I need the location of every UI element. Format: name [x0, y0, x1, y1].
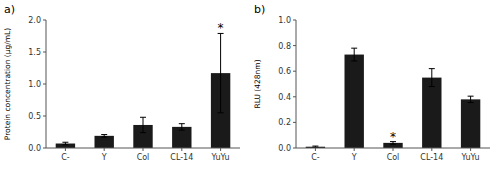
x-tick: [431, 148, 432, 151]
error-cap: [140, 117, 146, 118]
error-cap: [429, 86, 435, 87]
chart-canvas: a) 0.0 0.5 1.0 1.5 2.0 Protein concentration (…: [0, 0, 500, 172]
panel-title: b): [254, 3, 265, 16]
error-cap: [218, 112, 224, 113]
y-tick-label: 1.5: [28, 48, 41, 57]
error-bar: [468, 96, 474, 102]
panel: b) 0.0 0.2 0.4 0.6 0.8 1.0 RLU (428nm) C- Y Col CL-…: [253, 3, 490, 162]
error-cap: [62, 142, 68, 143]
y-tick-label: 0.2: [278, 118, 291, 127]
error-cap: [62, 144, 68, 145]
bar: [422, 78, 441, 148]
panel-title: a): [4, 3, 15, 16]
bar: [172, 127, 191, 148]
bar: [461, 99, 480, 148]
y-axis-label: RLU (428nm): [253, 59, 262, 108]
x-tick-label: Col: [387, 153, 400, 162]
marks: [306, 48, 481, 148]
error-line: [181, 124, 182, 130]
error-bar: [429, 69, 435, 87]
x-tick: [143, 148, 144, 151]
error-cap: [390, 144, 396, 145]
error-cap: [351, 60, 357, 61]
x-tick: [220, 148, 221, 151]
error-bar: [179, 124, 185, 130]
error-cap: [101, 137, 107, 138]
error-line: [431, 69, 432, 87]
x-tick-label: CL-14: [420, 153, 443, 162]
error-line: [470, 96, 471, 102]
x-tick: [181, 148, 182, 151]
error-bar: [140, 117, 146, 132]
x-tick: [315, 148, 316, 151]
error-cap: [101, 134, 107, 135]
error-cap: [468, 102, 474, 103]
y-axis-line: [296, 20, 297, 148]
x-tick: [393, 148, 394, 151]
error-line: [220, 33, 221, 112]
error-bar: [218, 33, 224, 112]
x-tick-label: Y: [351, 153, 357, 162]
x-tick: [354, 148, 355, 151]
y-axis-line: [46, 20, 47, 148]
y-tick-label: 2.0: [28, 16, 41, 25]
annotation: *: [218, 21, 224, 35]
panel: a) 0.0 0.5 1.0 1.5 2.0 Protein concentration (…: [3, 3, 240, 162]
x-tick-label: YuYu: [461, 153, 480, 162]
x-tick: [65, 148, 66, 151]
y-tick-label: 0.0: [28, 144, 41, 153]
x-tick-label: CL-14: [170, 153, 193, 162]
error-bar: [101, 135, 107, 138]
error-bar: [351, 48, 357, 61]
marks: [56, 33, 231, 148]
error-bar: [62, 142, 68, 145]
error-cap: [312, 146, 318, 147]
annotation: *: [390, 130, 396, 144]
bar: [95, 136, 114, 148]
x-tick-label: C-: [311, 153, 320, 162]
x-tick-label: YuYu: [211, 153, 230, 162]
error-line: [143, 117, 144, 132]
y-tick-label: 0.5: [28, 112, 41, 121]
bar: [345, 55, 364, 148]
y-tick-label: 0.4: [278, 93, 291, 102]
error-cap: [429, 68, 435, 69]
error-line: [354, 48, 355, 61]
y-tick-label: 1.0: [28, 80, 41, 89]
x-tick-label: Col: [137, 153, 150, 162]
x-tick: [470, 148, 471, 151]
x-tick: [104, 148, 105, 151]
error-cap: [140, 132, 146, 133]
y-tick-label: 0.6: [278, 67, 291, 76]
y-tick-label: 0.0: [278, 144, 291, 153]
y-tick-label: 0.8: [278, 42, 291, 51]
error-cap: [179, 130, 185, 131]
y-tick-label: 1.0: [278, 16, 291, 25]
error-cap: [468, 96, 474, 97]
x-tick-label: Y: [101, 153, 107, 162]
error-cap: [179, 123, 185, 124]
error-cap: [351, 48, 357, 49]
error-bar: [312, 146, 318, 147]
y-axis-label: Protein concentration (μg/mL): [3, 28, 12, 140]
x-tick-label: C-: [61, 153, 70, 162]
